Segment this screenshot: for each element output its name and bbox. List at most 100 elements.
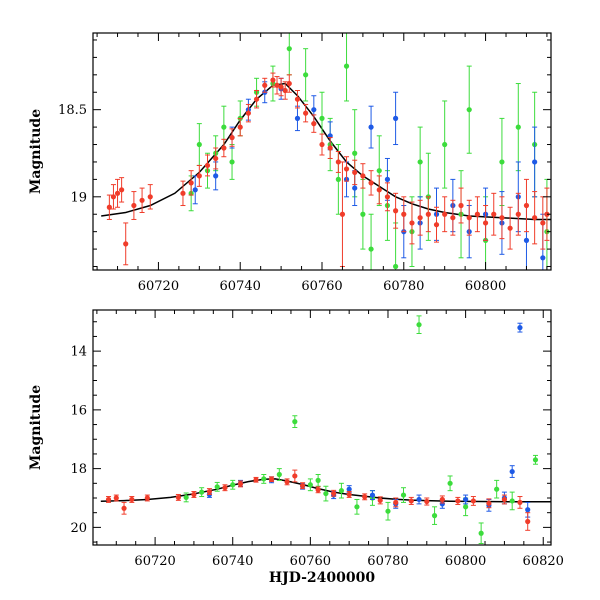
top-data-point <box>352 150 358 156</box>
bottom-data-point <box>377 497 383 503</box>
bottom-panel: 60720 60740 60760 60780 60800 60820 14 16 18 20 Ma… <box>28 309 564 586</box>
bottom-data-point <box>416 496 422 503</box>
bottom-x-tick-label: 60820 <box>523 554 564 569</box>
bottom-data-point <box>501 496 508 503</box>
bottom-data-point <box>276 471 282 478</box>
bottom-data-point <box>478 530 484 536</box>
bottom-data-point <box>284 479 290 485</box>
top-data-point <box>311 121 317 127</box>
top-data-point <box>286 80 292 87</box>
top-data-point <box>368 246 374 252</box>
top-data-point <box>221 124 227 130</box>
top-data-point <box>147 194 153 200</box>
top-data-point <box>196 141 202 148</box>
top-data-point <box>376 168 382 174</box>
top-data-point <box>523 237 530 243</box>
bottom-series-2 <box>183 315 539 545</box>
top-data-point <box>417 215 423 221</box>
bottom-data-point <box>416 322 422 328</box>
top-data-point <box>229 134 235 141</box>
top-data-point <box>499 215 505 221</box>
top-x-tick-label: 60740 <box>220 279 261 294</box>
bottom-series-1 <box>206 322 531 518</box>
bottom-data-point <box>400 492 407 498</box>
top-panel: 60720 60740 60760 60780 60800 18.5 19 Magnitude <box>28 32 552 294</box>
top-data-point <box>343 166 350 172</box>
top-data-point <box>368 180 374 186</box>
top-data-point <box>204 162 211 169</box>
bottom-data-point <box>517 499 523 506</box>
top-data-point <box>393 263 399 270</box>
bottom-data-point <box>455 498 461 504</box>
top-data-point <box>442 211 448 217</box>
top-data-point <box>474 211 480 217</box>
top-data-point <box>360 173 366 179</box>
bottom-series-0 <box>105 469 531 531</box>
top-data-point <box>450 215 456 221</box>
bottom-axes-frame <box>92 309 552 546</box>
top-data-point <box>270 77 276 83</box>
top-data-point <box>253 96 260 102</box>
top-data-point <box>384 194 391 200</box>
top-x-tick-label: 60800 <box>465 279 506 294</box>
top-data-point <box>213 173 219 179</box>
bottom-data-point <box>424 498 430 505</box>
top-y-tick-label: 19 <box>70 190 87 205</box>
top-data-point <box>237 124 243 130</box>
top-data-point <box>123 241 129 247</box>
top-data-point <box>433 222 440 228</box>
top-data-point <box>119 187 125 193</box>
top-data-point <box>482 220 489 226</box>
bottom-data-point <box>354 504 360 510</box>
bottom-data-point <box>532 457 539 463</box>
bottom-data-point <box>331 490 337 496</box>
bottom-data-point <box>299 483 306 489</box>
top-data-point <box>303 110 309 116</box>
bottom-data-point <box>338 488 345 494</box>
bottom-data-point <box>323 490 329 497</box>
top-series-1 <box>192 77 546 270</box>
top-data-point <box>196 173 202 179</box>
bottom-data-point <box>292 419 298 425</box>
bottom-data-point <box>393 499 399 506</box>
top-data-point <box>131 202 137 209</box>
bottom-data-point <box>261 476 267 482</box>
top-data-point <box>532 159 538 165</box>
top-data-point <box>294 115 301 121</box>
bottom-data-point <box>439 496 445 503</box>
bottom-data-point <box>191 491 197 498</box>
bottom-y-tick-label: 16 <box>70 403 87 418</box>
top-data-point <box>466 107 472 113</box>
top-data-point <box>532 215 538 221</box>
bottom-data-point <box>105 496 112 503</box>
top-data-point <box>393 208 399 214</box>
bottom-x-tick-label: 60800 <box>445 554 486 569</box>
top-data-point <box>229 159 235 165</box>
top-data-point <box>319 141 325 148</box>
bottom-data-point <box>509 498 515 504</box>
bottom-data-point <box>408 498 414 504</box>
top-x-tick-label: 60760 <box>301 279 342 294</box>
top-data-point <box>192 187 198 193</box>
top-data-point <box>515 211 521 217</box>
bottom-data-point <box>463 504 469 510</box>
top-data-point <box>339 211 346 217</box>
bottom-y-tick-label: 18 <box>70 462 87 477</box>
bottom-data-point <box>230 482 236 488</box>
top-data-point <box>352 169 358 176</box>
bottom-data-point <box>431 513 438 519</box>
bottom-data-point <box>369 492 376 498</box>
top-series-0 <box>106 72 550 268</box>
top-data-point <box>106 204 112 210</box>
bottom-data-point <box>222 485 228 491</box>
bottom-data-point <box>237 481 244 487</box>
top-data-point <box>409 220 415 226</box>
top-data-point <box>221 145 227 151</box>
top-data-point <box>401 211 407 217</box>
top-data-point <box>303 72 309 78</box>
top-data-point <box>274 82 280 88</box>
top-data-point <box>319 115 325 121</box>
bottom-x-tick-label: 60720 <box>134 554 175 569</box>
bottom-data-point <box>214 484 220 490</box>
bottom-x-axis-label: HJD-2400000 <box>269 570 376 586</box>
